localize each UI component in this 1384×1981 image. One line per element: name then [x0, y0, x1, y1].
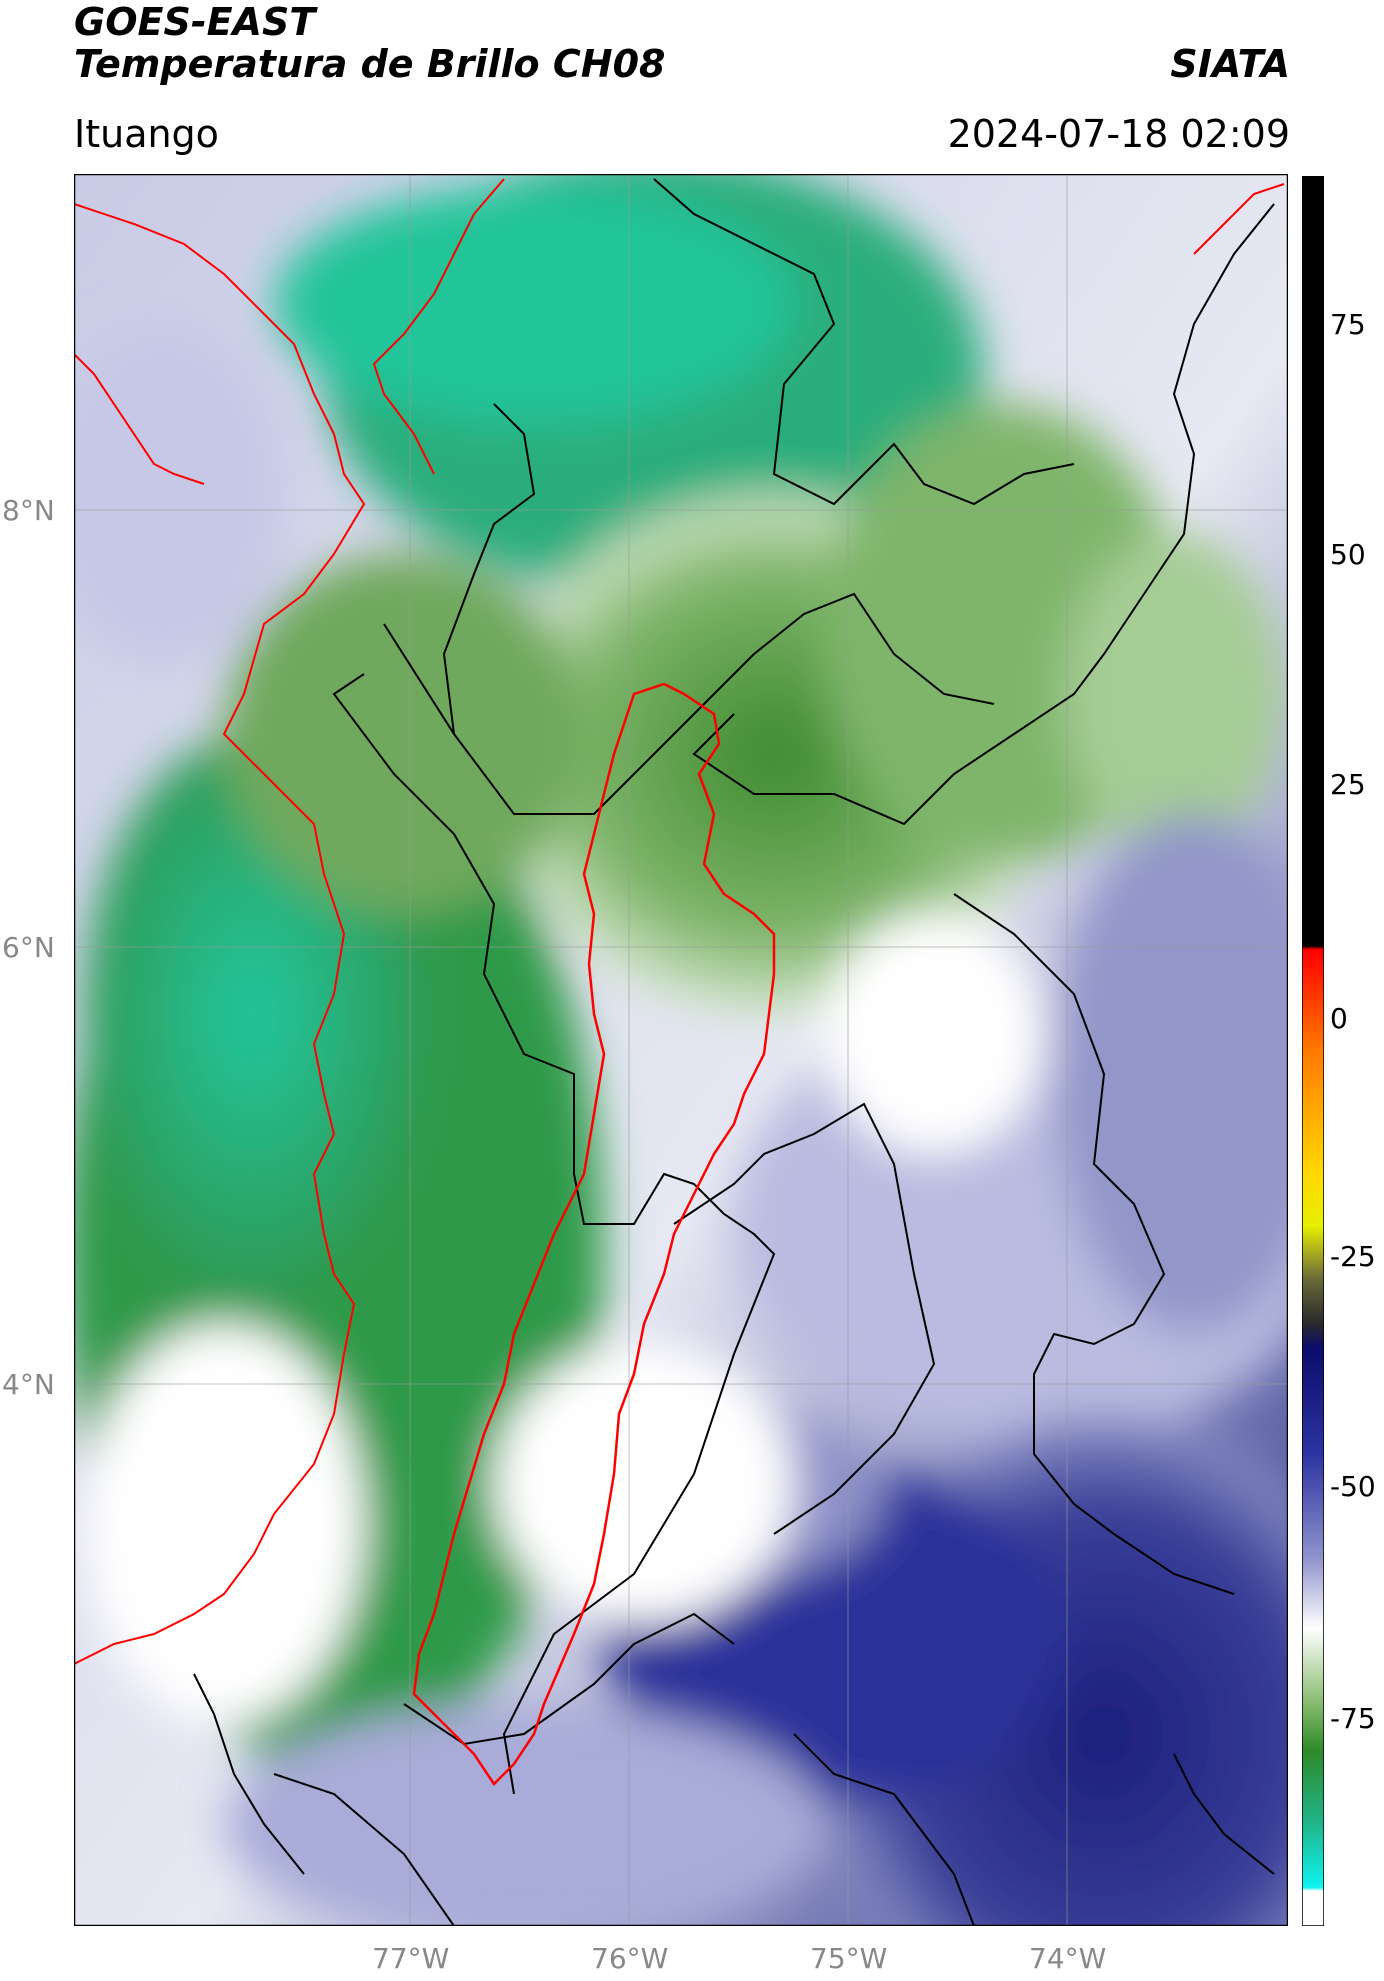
lon-label-75w: 75°W [810, 1942, 888, 1975]
colorbar-tick-neg25: -25 [1330, 1240, 1376, 1273]
colorbar-tick-25: 25 [1330, 768, 1366, 801]
lon-label-76w: 76°W [591, 1942, 669, 1975]
colorbar-tick-75: 75 [1330, 308, 1366, 341]
colorbar-tick-0: 0 [1330, 1002, 1348, 1035]
department-borders [193, 178, 1275, 1926]
coastline [74, 178, 1285, 1665]
brand-label: SIATA [1170, 42, 1290, 86]
datetime-label: 2024-07-18 02:09 [947, 112, 1290, 156]
satellite-title: GOES-EAST [74, 0, 316, 44]
colorbar-tick-neg50: -50 [1330, 1470, 1376, 1503]
region-outline [412, 682, 776, 1786]
cloud-field [74, 174, 1288, 1926]
brightness-temperature-map [74, 174, 1288, 1926]
lat-label-4n: 4°N [2, 1368, 55, 1401]
location-label: Ituango [74, 112, 219, 156]
lon-label-77w: 77°W [372, 1942, 450, 1975]
colorbar-tick-neg75: -75 [1330, 1702, 1376, 1735]
map-border [74, 174, 1288, 1926]
product-title: Temperatura de Brillo CH08 [74, 42, 666, 86]
colorbar-tick-50: 50 [1330, 538, 1366, 571]
lon-label-74w: 74°W [1029, 1942, 1107, 1975]
lat-label-6n: 6°N [2, 931, 55, 964]
lat-label-8n: 8°N [2, 494, 55, 527]
colorbar [1302, 176, 1324, 1926]
